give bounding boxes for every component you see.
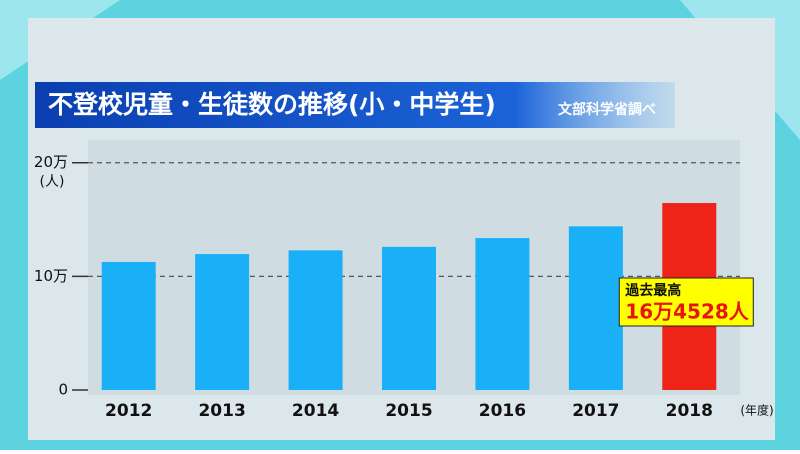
x-tick-label: 2017 (572, 401, 619, 421)
title-bar (35, 82, 675, 128)
bar (475, 238, 530, 390)
annotation-box (618, 277, 754, 327)
value-label: 16万4528人 (625, 300, 749, 324)
bar (101, 261, 156, 390)
y-unit: (人) (40, 174, 65, 190)
x-tick-label: 2012 (105, 401, 152, 421)
bar (568, 226, 623, 390)
bar (382, 246, 436, 390)
x-tick-label: 2014 (292, 401, 339, 421)
chart-title: 不登校児童・生徒数の推移(小・中学生) (48, 90, 496, 119)
y-tick-label: 10万 (34, 267, 68, 285)
x-tick-label: 2015 (385, 401, 432, 421)
x-tick-label: 2018 (666, 401, 713, 421)
x-tick-label: 2016 (479, 401, 526, 421)
y-tick-label: 20万 (34, 153, 68, 171)
source: 文部科学省調べ (558, 101, 656, 118)
annotation: 過去最高 (624, 282, 681, 299)
y-tick-label: 0 (58, 381, 68, 399)
x-tick-label: 2013 (198, 401, 245, 421)
bar (195, 254, 250, 390)
x-unit: (年度) (740, 403, 773, 418)
bar (288, 250, 343, 390)
